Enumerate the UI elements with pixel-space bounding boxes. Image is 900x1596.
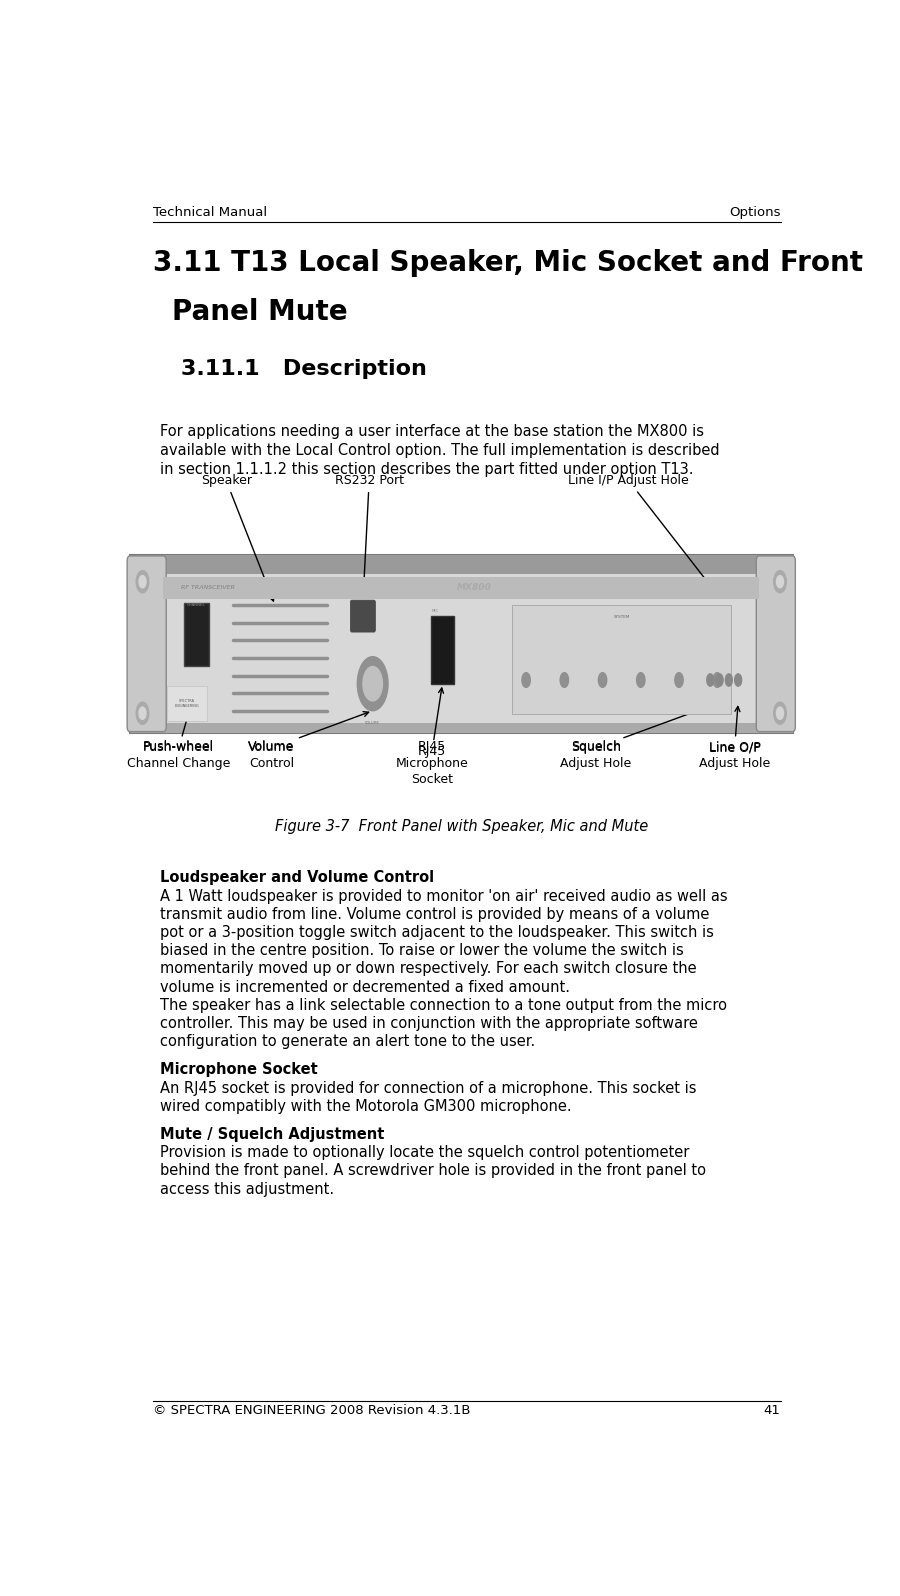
FancyBboxPatch shape bbox=[127, 555, 166, 731]
Text: MIC: MIC bbox=[432, 608, 439, 613]
FancyBboxPatch shape bbox=[350, 600, 375, 632]
FancyBboxPatch shape bbox=[130, 723, 793, 733]
Circle shape bbox=[774, 571, 787, 592]
Text: Push-wheel: Push-wheel bbox=[143, 741, 214, 753]
Text: A 1 Watt loudspeaker is provided to monitor 'on air' received audio as well as: A 1 Watt loudspeaker is provided to moni… bbox=[160, 889, 727, 903]
Text: 3.11 T13 Local Speaker, Mic Socket and Front: 3.11 T13 Local Speaker, Mic Socket and F… bbox=[153, 249, 863, 278]
Circle shape bbox=[777, 707, 784, 720]
Text: For applications needing a user interface at the base station the MX800 is: For applications needing a user interfac… bbox=[160, 425, 704, 439]
Text: Figure 3-7  Front Panel with Speaker, Mic and Mute: Figure 3-7 Front Panel with Speaker, Mic… bbox=[274, 819, 648, 833]
FancyBboxPatch shape bbox=[164, 576, 759, 598]
Text: Line I/P Adjust Hole: Line I/P Adjust Hole bbox=[568, 474, 718, 595]
Circle shape bbox=[675, 672, 683, 688]
Text: configuration to generate an alert tone to the user.: configuration to generate an alert tone … bbox=[160, 1034, 536, 1049]
Text: Technical Manual: Technical Manual bbox=[153, 206, 267, 219]
Text: behind the front panel. A screwdriver hole is provided in the front panel to: behind the front panel. A screwdriver ho… bbox=[160, 1163, 706, 1178]
Text: CHANNEL: CHANNEL bbox=[187, 603, 206, 606]
Text: An RJ45 socket is provided for connection of a microphone. This socket is: An RJ45 socket is provided for connectio… bbox=[160, 1080, 697, 1095]
Text: RJ45: RJ45 bbox=[418, 741, 446, 753]
Text: Line O/P: Line O/P bbox=[709, 707, 760, 755]
Circle shape bbox=[636, 672, 645, 688]
Text: transmit audio from line. Volume control is provided by means of a volume: transmit audio from line. Volume control… bbox=[160, 907, 709, 922]
Text: biased in the centre position. To raise or lower the volume the switch is: biased in the centre position. To raise … bbox=[160, 943, 684, 958]
Text: SYSTEM: SYSTEM bbox=[614, 614, 630, 619]
Text: Adjust Hole: Adjust Hole bbox=[699, 758, 770, 771]
FancyBboxPatch shape bbox=[166, 686, 207, 720]
Circle shape bbox=[363, 667, 382, 701]
Text: 3.11.1   Description: 3.11.1 Description bbox=[181, 359, 427, 378]
FancyBboxPatch shape bbox=[164, 560, 759, 726]
Text: Push-wheel: Push-wheel bbox=[143, 688, 214, 755]
Text: Speaker: Speaker bbox=[201, 474, 274, 602]
Circle shape bbox=[139, 576, 146, 587]
Text: VOLUME: VOLUME bbox=[365, 721, 380, 725]
Circle shape bbox=[522, 672, 530, 688]
Text: Provision is made to optionally locate the squelch control potentiometer: Provision is made to optionally locate t… bbox=[160, 1146, 689, 1160]
FancyBboxPatch shape bbox=[512, 605, 731, 715]
FancyBboxPatch shape bbox=[184, 603, 209, 667]
FancyBboxPatch shape bbox=[130, 555, 793, 733]
Text: access this adjustment.: access this adjustment. bbox=[160, 1181, 334, 1197]
Text: Microphone Socket: Microphone Socket bbox=[160, 1063, 318, 1077]
Circle shape bbox=[734, 674, 742, 686]
Circle shape bbox=[560, 672, 569, 688]
Text: pot or a 3-position toggle switch adjacent to the loudspeaker. This switch is: pot or a 3-position toggle switch adjace… bbox=[160, 926, 714, 940]
FancyBboxPatch shape bbox=[130, 555, 793, 575]
FancyBboxPatch shape bbox=[431, 616, 454, 683]
Text: Line O/P: Line O/P bbox=[709, 741, 760, 753]
Text: Loudspeaker and Volume Control: Loudspeaker and Volume Control bbox=[160, 870, 434, 886]
Circle shape bbox=[774, 702, 787, 725]
Text: Squelch: Squelch bbox=[571, 741, 621, 753]
Circle shape bbox=[136, 571, 149, 592]
Text: controller. This may be used in conjunction with the appropriate software: controller. This may be used in conjunct… bbox=[160, 1017, 698, 1031]
Circle shape bbox=[706, 674, 714, 686]
Circle shape bbox=[136, 702, 149, 725]
Circle shape bbox=[716, 674, 723, 686]
Text: volume is incremented or decremented a fixed amount.: volume is incremented or decremented a f… bbox=[160, 980, 570, 994]
Circle shape bbox=[598, 672, 607, 688]
Text: RF TRANSCEIVER: RF TRANSCEIVER bbox=[181, 586, 235, 591]
Circle shape bbox=[713, 672, 722, 688]
Text: 41: 41 bbox=[764, 1404, 780, 1417]
Text: Volume: Volume bbox=[248, 712, 369, 755]
Text: in section 1.1.1.2 this section describes the part fitted under option T13.: in section 1.1.1.2 this section describe… bbox=[160, 461, 693, 477]
Text: available with the Local Control option. The full implementation is described: available with the Local Control option.… bbox=[160, 442, 720, 458]
Text: Volume: Volume bbox=[248, 741, 294, 753]
Text: MX800: MX800 bbox=[456, 584, 491, 592]
Text: RJ45: RJ45 bbox=[418, 688, 446, 758]
Text: RS232 Port: RS232 Port bbox=[335, 474, 404, 598]
Text: momentarily moved up or down respectively. For each switch closure the: momentarily moved up or down respectivel… bbox=[160, 961, 697, 977]
FancyBboxPatch shape bbox=[756, 555, 796, 731]
Text: Socket: Socket bbox=[411, 774, 453, 787]
Circle shape bbox=[777, 576, 784, 587]
Text: Adjust Hole: Adjust Hole bbox=[560, 758, 632, 771]
Text: Mute / Squelch Adjustment: Mute / Squelch Adjustment bbox=[160, 1127, 384, 1143]
Text: © SPECTRA ENGINEERING 2008 Revision 4.3.1B: © SPECTRA ENGINEERING 2008 Revision 4.3.… bbox=[153, 1404, 471, 1417]
Text: wired compatibly with the Motorola GM300 microphone.: wired compatibly with the Motorola GM300… bbox=[160, 1098, 572, 1114]
Text: Panel Mute: Panel Mute bbox=[173, 298, 348, 327]
Text: Microphone: Microphone bbox=[396, 758, 468, 771]
Circle shape bbox=[357, 656, 388, 710]
Circle shape bbox=[139, 707, 146, 720]
Text: Squelch: Squelch bbox=[571, 702, 716, 755]
Text: Channel Change: Channel Change bbox=[127, 758, 230, 771]
Text: SPECTRA
ENGINEERING: SPECTRA ENGINEERING bbox=[175, 699, 200, 707]
Text: Options: Options bbox=[729, 206, 780, 219]
Circle shape bbox=[725, 674, 733, 686]
Text: The speaker has a link selectable connection to a tone output from the micro: The speaker has a link selectable connec… bbox=[160, 998, 727, 1013]
Text: Control: Control bbox=[249, 758, 294, 771]
